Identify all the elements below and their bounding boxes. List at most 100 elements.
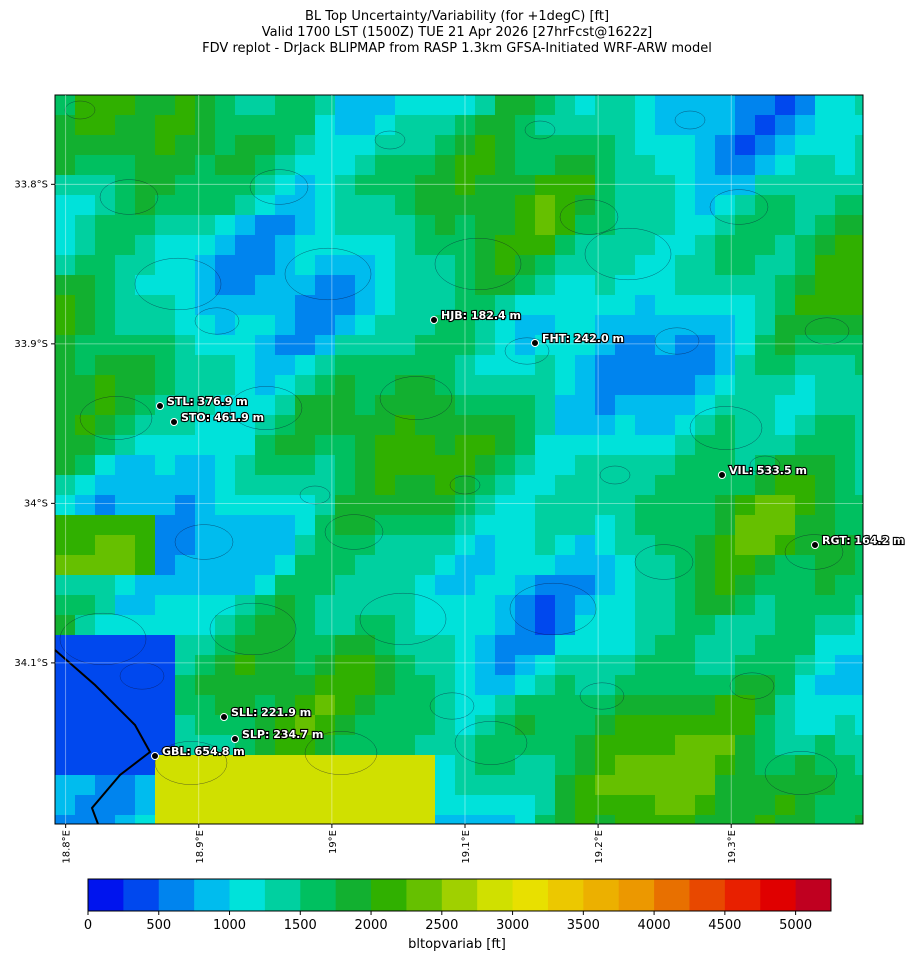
raster-cell: [555, 295, 575, 315]
raster-cell: [95, 815, 115, 824]
raster-cell: [75, 135, 95, 155]
raster-cell: [355, 355, 375, 375]
x-tick-label: 18.9°E: [195, 830, 206, 864]
raster-cell: [835, 815, 855, 824]
raster-cell: [435, 775, 455, 795]
raster-cell: [775, 675, 795, 695]
contour: [79, 396, 153, 440]
station-marker: [811, 541, 819, 549]
raster-cell: [635, 315, 655, 335]
raster-cell: [55, 595, 75, 615]
raster-cell: [775, 395, 795, 415]
raster-cell: [315, 275, 335, 295]
raster-cell: [75, 395, 95, 415]
station-marker: [151, 752, 159, 760]
raster-cell: [95, 675, 115, 695]
raster-cell: [95, 695, 115, 715]
raster-cell: [515, 555, 535, 575]
station-label: FHT: 242.0 m: [542, 332, 624, 345]
raster-cell: [75, 235, 95, 255]
raster-cell: [775, 215, 795, 235]
raster-cell: [715, 815, 735, 824]
raster-cell: [655, 215, 675, 235]
contour: [59, 612, 147, 666]
raster-cell: [815, 115, 835, 135]
raster-cell: [475, 615, 495, 635]
raster-cell: [655, 355, 675, 375]
raster-cell: [355, 175, 375, 195]
raster-cell: [835, 555, 855, 575]
raster-cell: [715, 635, 735, 655]
raster-cell: [535, 395, 555, 415]
raster-cell: [435, 395, 455, 415]
subtitle: Valid 1700 LST (1500Z) TUE 21 Apr 2026 […: [262, 25, 653, 40]
raster-cell: [275, 355, 295, 375]
raster-cell: [835, 215, 855, 235]
raster-cell: [815, 415, 835, 435]
raster-cell: [315, 255, 335, 275]
raster-cell: [55, 95, 75, 115]
raster-cell: [115, 635, 135, 655]
raster-cell: [575, 335, 595, 355]
raster-cell: [515, 355, 535, 375]
raster-cell: [415, 575, 435, 595]
raster-cell: [195, 535, 215, 555]
map-frame: [54, 94, 864, 825]
raster-cell: [395, 315, 415, 335]
raster-cell: [675, 315, 695, 335]
raster-cell: [695, 95, 715, 115]
raster-cell: [795, 595, 815, 615]
contour: [579, 682, 625, 710]
raster-cell: [355, 475, 375, 495]
raster-cell: [75, 355, 95, 375]
raster-cell: [735, 315, 755, 335]
raster-cell: [735, 115, 755, 135]
raster-cell: [615, 495, 635, 515]
raster-cell: [815, 295, 835, 315]
raster-cell: [715, 735, 735, 755]
raster-cell: [155, 155, 175, 175]
raster-cell: [735, 735, 755, 755]
raster-cell: [615, 255, 635, 275]
raster-cell: [155, 695, 175, 715]
raster-cell: [555, 495, 575, 515]
raster-cell: [815, 595, 835, 615]
raster-cell: [635, 635, 655, 655]
raster-cell: [555, 815, 575, 824]
raster-cell: [635, 195, 655, 215]
raster-cell: [695, 615, 715, 635]
raster-cell: [315, 595, 335, 615]
raster-cell: [835, 655, 855, 675]
raster-cell: [835, 595, 855, 615]
raster-cell: [335, 575, 355, 595]
raster-cell: [555, 435, 575, 455]
raster-cell: [115, 675, 135, 695]
raster-cell: [115, 195, 135, 215]
raster-cell: [395, 255, 415, 275]
raster-cell: [255, 315, 275, 335]
raster-cell: [135, 555, 155, 575]
raster-cell: [635, 775, 655, 795]
raster-cell: [95, 575, 115, 595]
raster-cell: [335, 415, 355, 435]
raster-cell: [235, 515, 255, 535]
raster-cell: [755, 195, 775, 215]
raster-cell: [195, 235, 215, 255]
raster-cell: [355, 375, 375, 395]
raster-cell: [815, 715, 835, 735]
raster-cell: [375, 695, 395, 715]
raster-cell: [315, 795, 335, 815]
raster-cell: [355, 555, 375, 575]
raster-cell: [775, 575, 795, 595]
raster-cell: [295, 495, 315, 515]
raster-cell: [155, 475, 175, 495]
contour: [194, 307, 240, 335]
raster-cell: [515, 215, 535, 235]
raster-cell: [575, 95, 595, 115]
raster-cell: [255, 415, 275, 435]
raster-cell: [695, 155, 715, 175]
raster-cell: [575, 175, 595, 195]
raster-cell: [255, 595, 275, 615]
raster-cell: [375, 555, 395, 575]
raster-cell: [175, 155, 195, 175]
